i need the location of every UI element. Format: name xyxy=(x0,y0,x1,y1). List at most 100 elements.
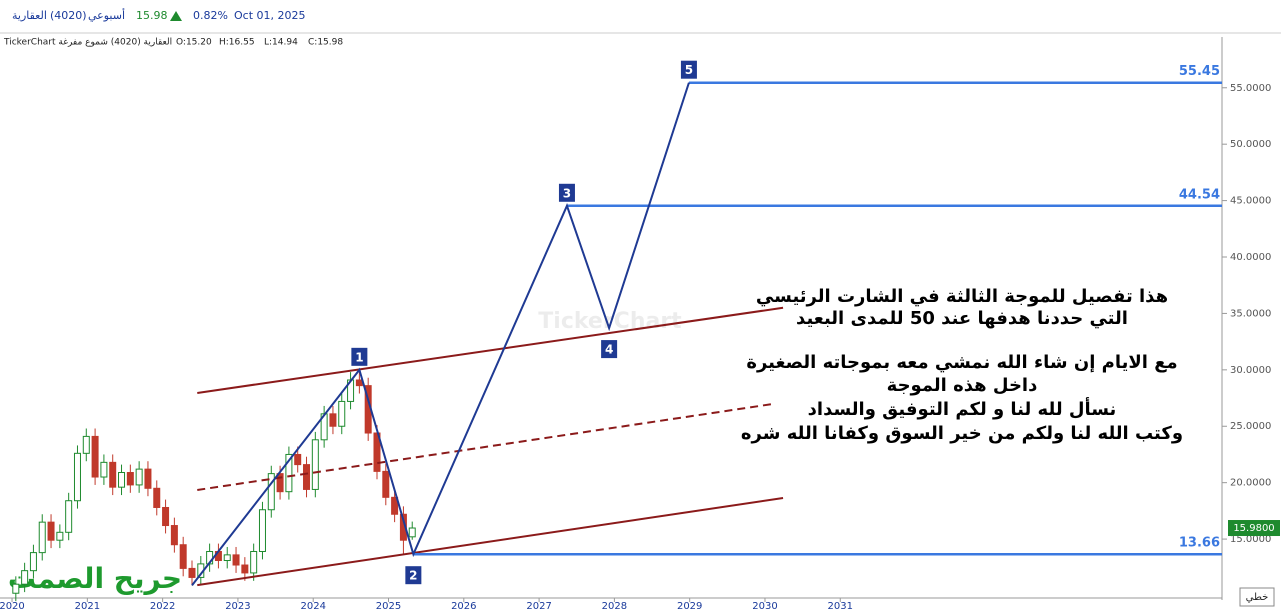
candle-body xyxy=(408,527,416,538)
y-tick-label: 35.0000 xyxy=(1230,308,1271,319)
annotation: نسأل لله لنا و لكم التوفيق والسداد xyxy=(808,397,1117,420)
candle-body xyxy=(303,464,311,490)
candle-body xyxy=(241,564,249,574)
candle-body xyxy=(91,435,99,478)
wave-label-box xyxy=(601,340,618,359)
candle-body xyxy=(118,472,126,488)
candle-body xyxy=(73,452,81,502)
ohlc-close: C:15.98 xyxy=(308,38,343,48)
price: 15.98 xyxy=(136,9,168,22)
y-tick-label: 50.0000 xyxy=(1230,139,1271,150)
wave-path xyxy=(191,82,690,586)
annotation: داخل هذه الموجة xyxy=(887,375,1038,396)
candle-body xyxy=(258,509,266,552)
target-label: 55.45 xyxy=(1179,64,1220,79)
candle-body xyxy=(135,468,143,486)
candle-body xyxy=(100,461,108,478)
x-tick-label: 2024 xyxy=(300,601,325,612)
wave-label-box xyxy=(405,566,422,585)
candle-body xyxy=(126,472,134,486)
candle-body xyxy=(355,379,363,387)
candle-body xyxy=(311,439,319,490)
candle-body xyxy=(267,473,275,511)
annotation: هذا تفصيل للموجة الثالثة في الشارت الرئي… xyxy=(756,286,1168,307)
wave-label-box xyxy=(558,183,575,202)
candle-body xyxy=(294,453,302,466)
y-tick-label: 30.0000 xyxy=(1230,365,1271,376)
y-tick-label: 40.0000 xyxy=(1230,252,1271,263)
x-tick-label: 2028 xyxy=(602,601,627,612)
candle-body xyxy=(223,554,231,562)
x-tick-label: 2025 xyxy=(376,601,401,612)
x-tick-label: 2030 xyxy=(752,601,777,612)
signature: جريح الصمت xyxy=(8,562,182,595)
candle-body xyxy=(29,552,37,572)
date: Oct 01, 2025 xyxy=(234,9,306,22)
candle-body xyxy=(65,500,73,533)
channel-line xyxy=(197,306,784,394)
candle-body xyxy=(21,570,29,585)
y-tick-label: 15.0000 xyxy=(1230,534,1271,545)
target-label: 44.54 xyxy=(1179,187,1220,202)
channel-line xyxy=(197,403,773,491)
annotation: مع الايام إن شاء الله نمشي معه بموجاته ا… xyxy=(746,352,1177,373)
ohlc-high: H:16.55 xyxy=(219,38,255,48)
last-price-label: 15.9800 xyxy=(1233,523,1274,534)
candle-body xyxy=(391,496,399,515)
x-tick-label: 2031 xyxy=(828,601,853,612)
channel-line xyxy=(197,497,784,587)
x-tick-label: 2029 xyxy=(677,601,702,612)
wave-label: 4 xyxy=(605,343,613,357)
wave-label-box xyxy=(680,60,697,79)
wave-label: 2 xyxy=(409,569,417,583)
candle-body xyxy=(38,521,46,554)
last-price-box xyxy=(1228,520,1280,537)
candle-body xyxy=(47,521,55,541)
x-tick-label: 2021 xyxy=(75,601,100,612)
candle-body xyxy=(285,453,293,493)
candle-body xyxy=(144,468,152,489)
up-arrow xyxy=(170,11,182,21)
candle-body xyxy=(250,550,258,574)
candle-body xyxy=(179,544,187,569)
candle-body xyxy=(232,554,240,566)
candle-body xyxy=(188,567,196,578)
wave-label: 3 xyxy=(563,186,571,200)
x-tick-label: 2026 xyxy=(451,601,476,612)
wave-label: 1 xyxy=(355,350,363,364)
source: TickerChart العقارية (4020) شموع مفرغة xyxy=(3,38,172,48)
y-tick-label: 20.0000 xyxy=(1230,478,1271,489)
candle-body xyxy=(382,470,390,498)
candle-body xyxy=(276,473,284,493)
ohlc-open: O:15.20 xyxy=(176,38,212,48)
candle-body xyxy=(12,583,20,594)
candle-body xyxy=(109,461,117,488)
x-tick-label: 2023 xyxy=(225,601,250,612)
candle-body xyxy=(82,435,90,454)
x-tick-label: 2022 xyxy=(150,601,175,612)
change: 0.82% xyxy=(193,9,228,22)
candle-body xyxy=(170,525,178,546)
candle-body xyxy=(329,413,337,427)
period: أسبوعي xyxy=(88,8,125,22)
chart-style[interactable]: خطي xyxy=(1246,592,1269,603)
wave-label: 5 xyxy=(685,63,693,77)
candle-body xyxy=(56,531,64,541)
wave-label-box xyxy=(351,347,368,366)
candle-body xyxy=(162,506,170,527)
target-label: 13.66 xyxy=(1179,536,1220,551)
candle-body xyxy=(338,400,346,427)
y-tick-label: 45.0000 xyxy=(1230,196,1271,207)
y-tick-label: 25.0000 xyxy=(1230,421,1271,432)
annotation: التي حددنا هدفها عند 50 للمدى البعيد xyxy=(796,308,1128,329)
x-tick-label: 2020 xyxy=(0,601,25,612)
annotation: وكتب الله لنا ولكم من خير السوق وكفانا ا… xyxy=(741,423,1183,444)
ohlc-low: L:14.94 xyxy=(264,38,298,48)
stock-name: العقارية xyxy=(12,9,47,22)
y-tick-label: 55.0000 xyxy=(1230,83,1271,94)
chart-style-box[interactable] xyxy=(1239,587,1275,607)
x-tick-label: 2027 xyxy=(526,601,551,612)
stock-code: (4020) xyxy=(50,9,87,22)
